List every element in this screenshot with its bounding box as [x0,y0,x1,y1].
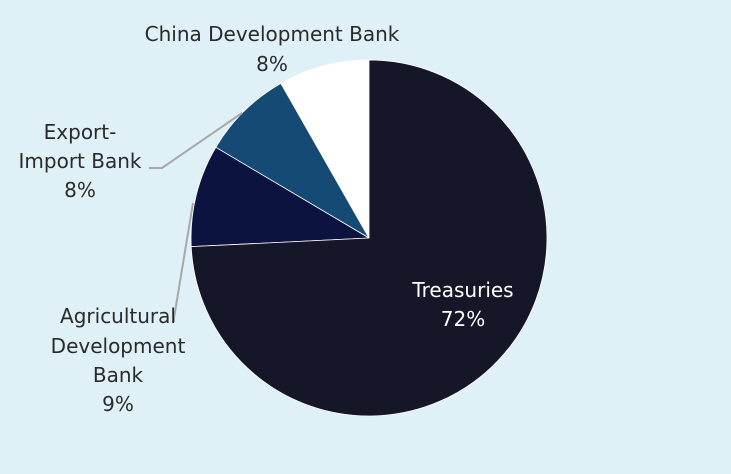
slice-label-agricultural-line-3: Bank [93,363,144,387]
label-treasuries: Treasuries 72% [411,278,513,331]
slice-label-agricultural-percent: 9% [102,392,134,416]
slice-label-agricultural-line-2: Development [51,334,186,358]
slice-label-treasuries-name: Treasuries [411,278,513,302]
slice-china-development-bank [280,59,370,240]
slice-label-export-import-line-2: Import Bank [19,149,142,173]
leader-line-export-import-bank [149,112,243,169]
slice-label-export-import-percent: 8% [64,178,96,202]
slice-label-china-development-bank-name: China Development Bank [145,22,400,46]
slice-label-agricultural-line-1: Agricultural [60,304,176,328]
slice-label-export-import-line-1: Export- [44,120,117,144]
slice-label-treasuries-percent: 72% [441,307,485,331]
slice-agricultural-development-bank [190,146,371,248]
label-agricultural-development-bank: Agricultural Development Bank 9% [51,304,186,416]
slice-export-import-bank [215,82,371,240]
leader-line-agricultural-development-bank [173,202,194,322]
label-export-import-bank: Export- Import Bank 8% [19,120,142,202]
pie-slices [190,59,548,417]
slice-label-china-development-bank-percent: 8% [256,52,288,76]
label-china-development-bank: China Development Bank 8% [145,22,400,76]
slice-treasuries [190,59,548,417]
leader-lines [149,112,243,322]
